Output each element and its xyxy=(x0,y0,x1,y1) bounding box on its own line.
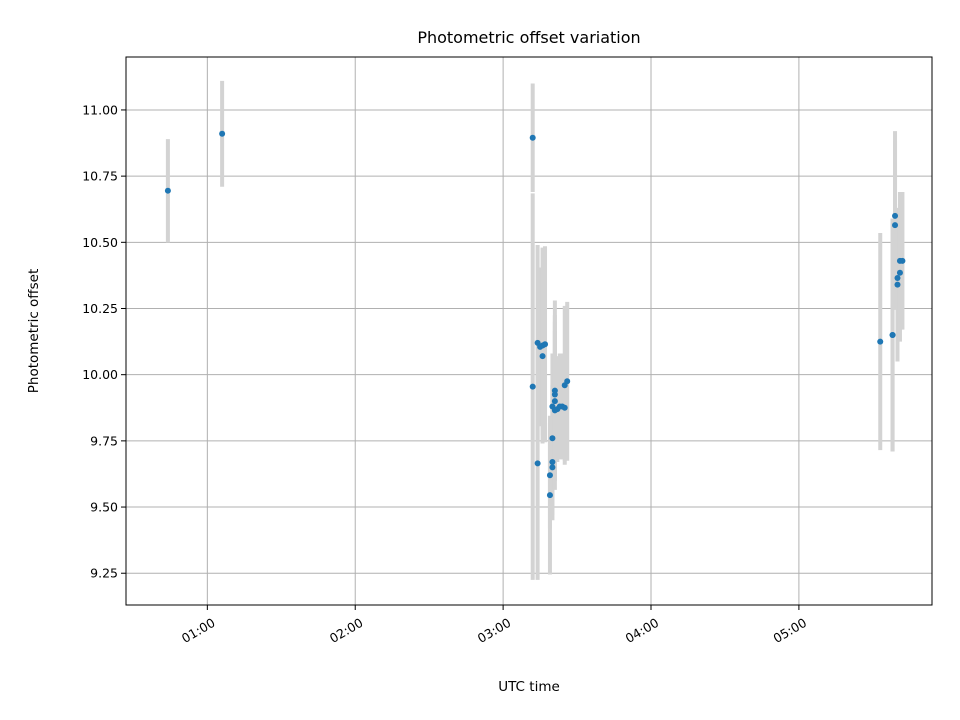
data-point xyxy=(894,281,901,288)
y-tick-label: 11.00 xyxy=(82,102,118,117)
y-tick-label: 10.00 xyxy=(82,367,118,382)
data-points xyxy=(164,130,906,499)
data-point xyxy=(219,130,226,137)
data-point xyxy=(896,269,903,276)
plot-frame xyxy=(125,56,933,606)
y-axis-label: Photometric offset xyxy=(26,269,42,393)
data-point xyxy=(561,404,568,411)
data-point xyxy=(549,435,556,442)
data-point xyxy=(892,222,899,229)
data-point xyxy=(546,472,553,479)
data-point xyxy=(551,398,558,405)
data-point xyxy=(546,492,553,499)
data-point xyxy=(877,338,884,345)
data-point xyxy=(529,383,536,390)
y-tick-label: 9.50 xyxy=(90,500,118,515)
data-point xyxy=(542,341,549,348)
y-tick-label: 10.75 xyxy=(82,169,118,184)
data-point xyxy=(894,275,901,282)
data-point xyxy=(164,187,171,194)
data-point xyxy=(534,460,541,467)
data-point xyxy=(889,331,896,338)
data-point xyxy=(899,257,906,264)
y-tick-label: 10.25 xyxy=(82,301,118,316)
data-point xyxy=(529,134,536,141)
x-axis-label: UTC time xyxy=(498,679,560,695)
data-point xyxy=(564,378,571,385)
data-point xyxy=(549,459,556,466)
data-point xyxy=(549,464,556,471)
data-point xyxy=(539,353,546,360)
y-tick-label: 9.75 xyxy=(90,433,118,448)
data-point xyxy=(551,387,558,394)
chart-title: Photometric offset variation xyxy=(417,28,640,47)
y-axis-ticks: 9.25 9.50 9.75 10.00 10.25 10.50 10.75 11.00 xyxy=(82,102,126,581)
y-tick-label: 9.25 xyxy=(90,566,118,581)
grid-lines xyxy=(126,57,932,605)
y-tick-label: 10.50 xyxy=(82,235,118,250)
data-point xyxy=(892,212,899,219)
